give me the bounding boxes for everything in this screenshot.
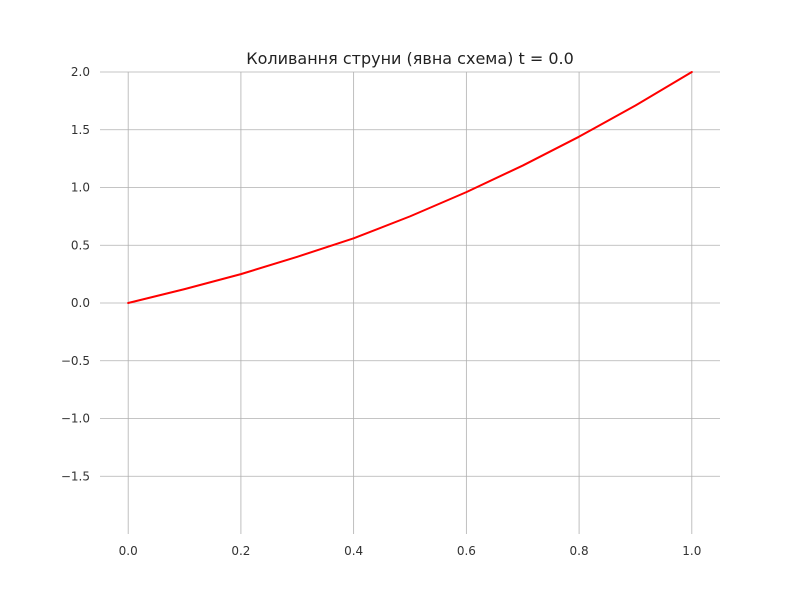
y-tick-label: 1.5 (71, 123, 90, 137)
plot-area (127, 71, 693, 304)
x-tick-label: 0.4 (344, 544, 363, 558)
x-tick-label: 0.2 (231, 544, 250, 558)
x-tick-label: 1.0 (682, 544, 701, 558)
y-tick-label: 2.0 (71, 65, 90, 79)
series-line (127, 71, 693, 304)
x-tick-label: 0.0 (119, 544, 138, 558)
x-axis: 0.0 0.2 0.4 0.6 0.8 1.0 (119, 544, 702, 558)
y-tick-label: 1.0 (71, 181, 90, 195)
y-tick-label: 0.5 (71, 238, 90, 252)
y-tick-label: −1.0 (61, 412, 90, 426)
chart-title: Коливання струни (явна схема) t = 0.0 (246, 49, 574, 68)
y-tick-label: 0.0 (71, 296, 90, 310)
y-axis: 2.0 1.5 1.0 0.5 0.0 −0.5 −1.0 −1.5 (61, 65, 90, 483)
y-tick-label: −1.5 (61, 469, 90, 483)
x-tick-label: 0.8 (570, 544, 589, 558)
x-tick-label: 0.6 (457, 544, 476, 558)
grid (100, 71, 720, 534)
y-tick-label: −0.5 (61, 354, 90, 368)
